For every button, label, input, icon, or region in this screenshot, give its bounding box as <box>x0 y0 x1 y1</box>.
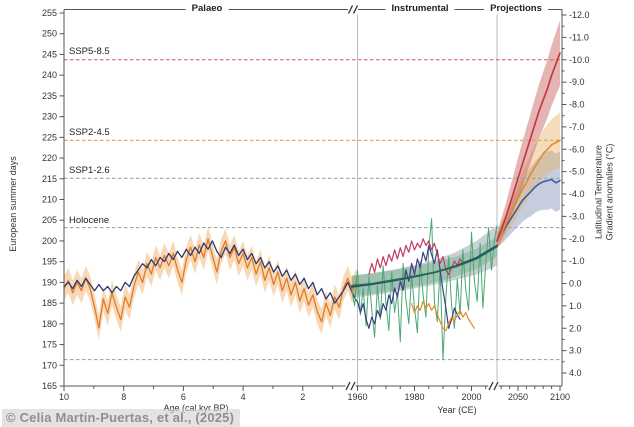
right-axis-tick-label: -12.0 <box>569 10 590 20</box>
right-axis-tick-label: 0.0 <box>569 279 582 289</box>
year-axis-tick-label: 2050 <box>508 392 528 402</box>
ref-label-holocene: Holocene <box>69 215 110 226</box>
left-axis-tick-label: 225 <box>42 132 57 142</box>
left-axis-tick-label: 245 <box>42 49 57 59</box>
right-axis-tick-label: -9.0 <box>569 77 585 87</box>
panel-label-instrumental: Instrumental <box>385 3 455 14</box>
left-axis-tick-label: 235 <box>42 91 57 101</box>
ref-label-ssp1-26: SSP1-2.6 <box>69 165 110 176</box>
right-axis-title-line1: Latitudinal Temperature <box>593 145 604 239</box>
year-axis-tick-label: 1980 <box>404 392 424 402</box>
axis-break-slash <box>493 381 499 391</box>
right-axis-tick-label: 3.0 <box>569 346 582 356</box>
right-axis-tick-label: -10.0 <box>569 55 590 65</box>
left-axis-tick-label: 185 <box>42 298 57 308</box>
left-axis-tick-label: 195 <box>42 257 57 267</box>
left-axis-tick-label: 200 <box>42 236 57 246</box>
left-axis-tick-label: 240 <box>42 70 57 80</box>
left-axis-tick-label: 175 <box>42 340 57 350</box>
right-axis-tick-label: -1.0 <box>569 256 585 266</box>
left-axis-tick-label: 205 <box>42 215 57 225</box>
right-axis-tick-label: -6.0 <box>569 144 585 154</box>
right-axis-tick-label: -4.0 <box>569 189 585 199</box>
year-axis-tick-label: 2000 <box>461 392 481 402</box>
ref-label-ssp2-45: SSP2-4.5 <box>69 127 110 138</box>
right-axis-tick-label: 4.0 <box>569 368 582 378</box>
left-axis-tick-label: 255 <box>42 8 57 18</box>
palaeo-axis-tick-label: 4 <box>241 392 246 402</box>
instr_purple-line <box>356 244 461 329</box>
panel-label-palaeo: Palaeo <box>185 3 229 14</box>
right-axis-tick-label: -5.0 <box>569 167 585 177</box>
palaeo-axis-tick-label: 2 <box>300 392 305 402</box>
palaeo-axis-tick-label: 6 <box>181 392 186 402</box>
right-axis-tick-label: -3.0 <box>569 211 585 221</box>
left-axis-tick-label: 180 <box>42 319 57 329</box>
proj_ssp585_red-line <box>496 52 561 242</box>
proj_ssp245_orange-line <box>496 139 561 242</box>
palaeo_orange_reconstruction-line <box>63 238 358 329</box>
axis-break-slash <box>488 381 494 391</box>
proj_ssp126_blue-band <box>497 150 560 248</box>
palaeo-axis-title: Age (cal kyr BP) <box>163 403 229 413</box>
watermark: © Celia Martin-Puertas, et al., (2025) <box>2 409 241 427</box>
left-axis-tick-label: 250 <box>42 29 57 39</box>
palaeo-axis-tick-label: 8 <box>121 392 126 402</box>
right-axis-tick-label: -2.0 <box>569 234 585 244</box>
left-axis-tick-label: 170 <box>42 360 57 370</box>
right-axis-title-line2: Gradient anomalies (°C) <box>604 143 614 241</box>
proj_ssp126_blue-line <box>496 178 561 242</box>
ref-label-ssp5-85: SSP5-8.5 <box>69 46 110 57</box>
right-axis-tick-label: 1.0 <box>569 301 582 311</box>
axis-break-gap <box>488 381 499 391</box>
left-axis-tick-label: 230 <box>42 112 57 122</box>
instr_crimson-line <box>368 238 464 276</box>
proj_ssp585_red-band <box>497 20 560 249</box>
axis-break-slash <box>345 381 351 391</box>
axis-break-gap <box>348 4 358 15</box>
instr_trend_navy-band <box>351 225 498 298</box>
right-axis-tick-label: -7.0 <box>569 122 585 132</box>
panel-label-projections: Projections <box>484 3 548 14</box>
left-axis-tick-label: 215 <box>42 174 57 184</box>
axis-break-slash <box>347 5 354 14</box>
right-axis-tick-label: 2.0 <box>569 323 582 333</box>
axis-break-gap <box>345 381 356 391</box>
instr_trend_green-line <box>350 245 498 287</box>
right-axis-tick-label: -8.0 <box>569 100 585 110</box>
instr_orange-line <box>411 300 475 332</box>
year-axis-tick-label: 2100 <box>550 392 570 402</box>
right-axis-tick-label: -11.0 <box>569 32 589 42</box>
year-axis-tick-label: 1960 <box>347 392 367 402</box>
year-axis-title: Year (CE) <box>437 405 477 415</box>
left-axis-tick-label: 210 <box>42 195 57 205</box>
left-axis-tick-label: 190 <box>42 277 57 287</box>
left-axis-tick-label: 165 <box>42 381 57 391</box>
axis-break-slash <box>350 381 356 391</box>
palaeo-axis-tick-label: 10 <box>59 392 69 402</box>
axis-break-slash <box>352 5 359 14</box>
palaeo_navy_simulation-line <box>63 240 358 304</box>
left-axis-tick-label: 220 <box>42 153 57 163</box>
